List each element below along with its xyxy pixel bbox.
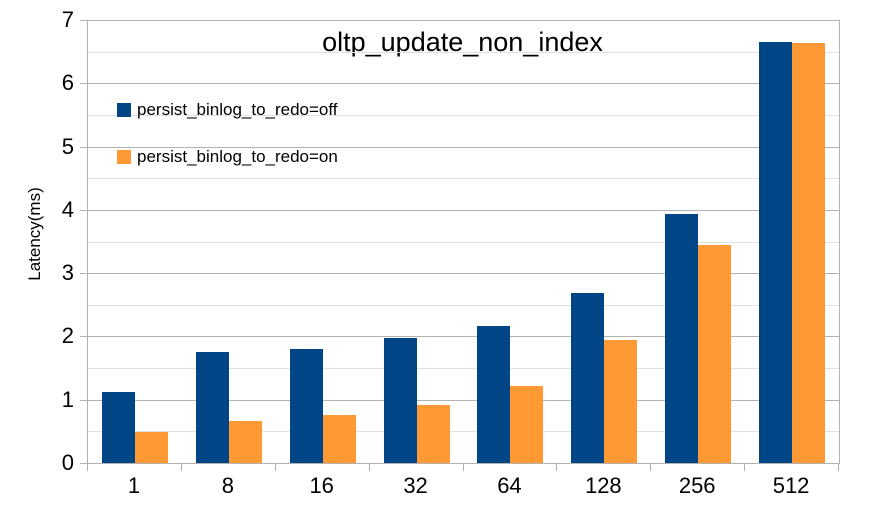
gridline-minor: [88, 178, 839, 180]
gridline-minor: [88, 241, 839, 243]
legend-item: persist_binlog_to_redo=off: [117, 95, 338, 124]
gridline-major: [88, 336, 839, 338]
bar-off-32: [383, 337, 417, 463]
gridline-minor: [88, 431, 839, 433]
y-axis-tick: [80, 399, 87, 401]
bar-on-1: [134, 432, 168, 463]
gridline-major: [88, 146, 839, 148]
y-axis-tick: [80, 336, 87, 338]
gridline-minor: [88, 51, 839, 53]
y-tick-label: 1: [61, 386, 74, 412]
y-axis-title: Latency(ms): [25, 187, 44, 281]
y-tick-label: 6: [61, 70, 74, 96]
gridline-major: [88, 20, 839, 21]
x-axis-tick: [650, 464, 652, 471]
gridline-major: [88, 273, 839, 275]
x-axis-tick: [87, 464, 88, 471]
y-axis-tick: [80, 83, 87, 85]
gridline-minor: [88, 304, 839, 306]
bar-off-512: [759, 42, 793, 463]
x-tick-label: 1: [127, 473, 141, 498]
plot-area: [87, 20, 840, 464]
bar-off-128: [571, 293, 605, 463]
bar-off-64: [477, 325, 511, 463]
bar-off-256: [665, 214, 699, 463]
gridline-minor: [88, 368, 839, 370]
y-tick-label: 2: [61, 323, 74, 349]
legend-label: persist_binlog_to_redo=off: [137, 99, 338, 119]
y-tick-label: 7: [61, 7, 74, 32]
y-tick-label: 5: [61, 133, 74, 159]
bar-on-128: [604, 339, 638, 463]
bar-on-16: [322, 414, 356, 463]
bar-off-16: [289, 349, 323, 463]
bar-off-1: [101, 391, 135, 463]
x-axis-tick: [180, 464, 182, 471]
x-axis-tick: [838, 464, 839, 471]
gridline-major: [88, 399, 839, 401]
legend: persist_binlog_to_redo=off persist_binlog…: [117, 95, 338, 189]
y-axis-tick: [80, 463, 87, 464]
y-tick-label: 3: [61, 260, 74, 286]
y-axis-tick: [80, 209, 87, 211]
bar-on-32: [416, 405, 450, 463]
bar-on-512: [792, 42, 826, 463]
gridline-minor: [88, 114, 839, 116]
bar-off-8: [195, 351, 229, 463]
x-tick-label: 64: [497, 473, 522, 498]
gridline-major: [88, 83, 839, 85]
x-tick-label: 8: [221, 473, 234, 498]
gridline-major: [88, 209, 839, 211]
bar-on-8: [228, 420, 262, 463]
bar-on-256: [698, 244, 732, 463]
x-axis-tick: [744, 464, 746, 471]
x-tick-label: 256: [678, 473, 716, 498]
bar-on-64: [510, 386, 544, 463]
x-tick-label: 128: [584, 473, 622, 498]
legend-item: persist_binlog_to_redo=on: [117, 142, 338, 171]
x-axis-tick: [368, 464, 370, 471]
x-axis-tick: [462, 464, 464, 471]
legend-swatch: [117, 149, 131, 164]
x-tick-label: 16: [309, 473, 334, 498]
legend-swatch: [117, 102, 131, 117]
y-axis-tick: [80, 273, 87, 275]
y-axis-tick: [80, 20, 87, 21]
x-tick-label: 32: [403, 473, 428, 498]
x-axis-tick: [274, 464, 276, 471]
x-tick-label: 512: [772, 473, 810, 498]
y-tick-label: 4: [61, 196, 74, 222]
y-axis-tick: [80, 146, 87, 148]
legend-label: persist_binlog_to_redo=on: [137, 146, 338, 166]
y-tick-label: 0: [61, 450, 74, 475]
x-axis-tick: [556, 464, 558, 471]
